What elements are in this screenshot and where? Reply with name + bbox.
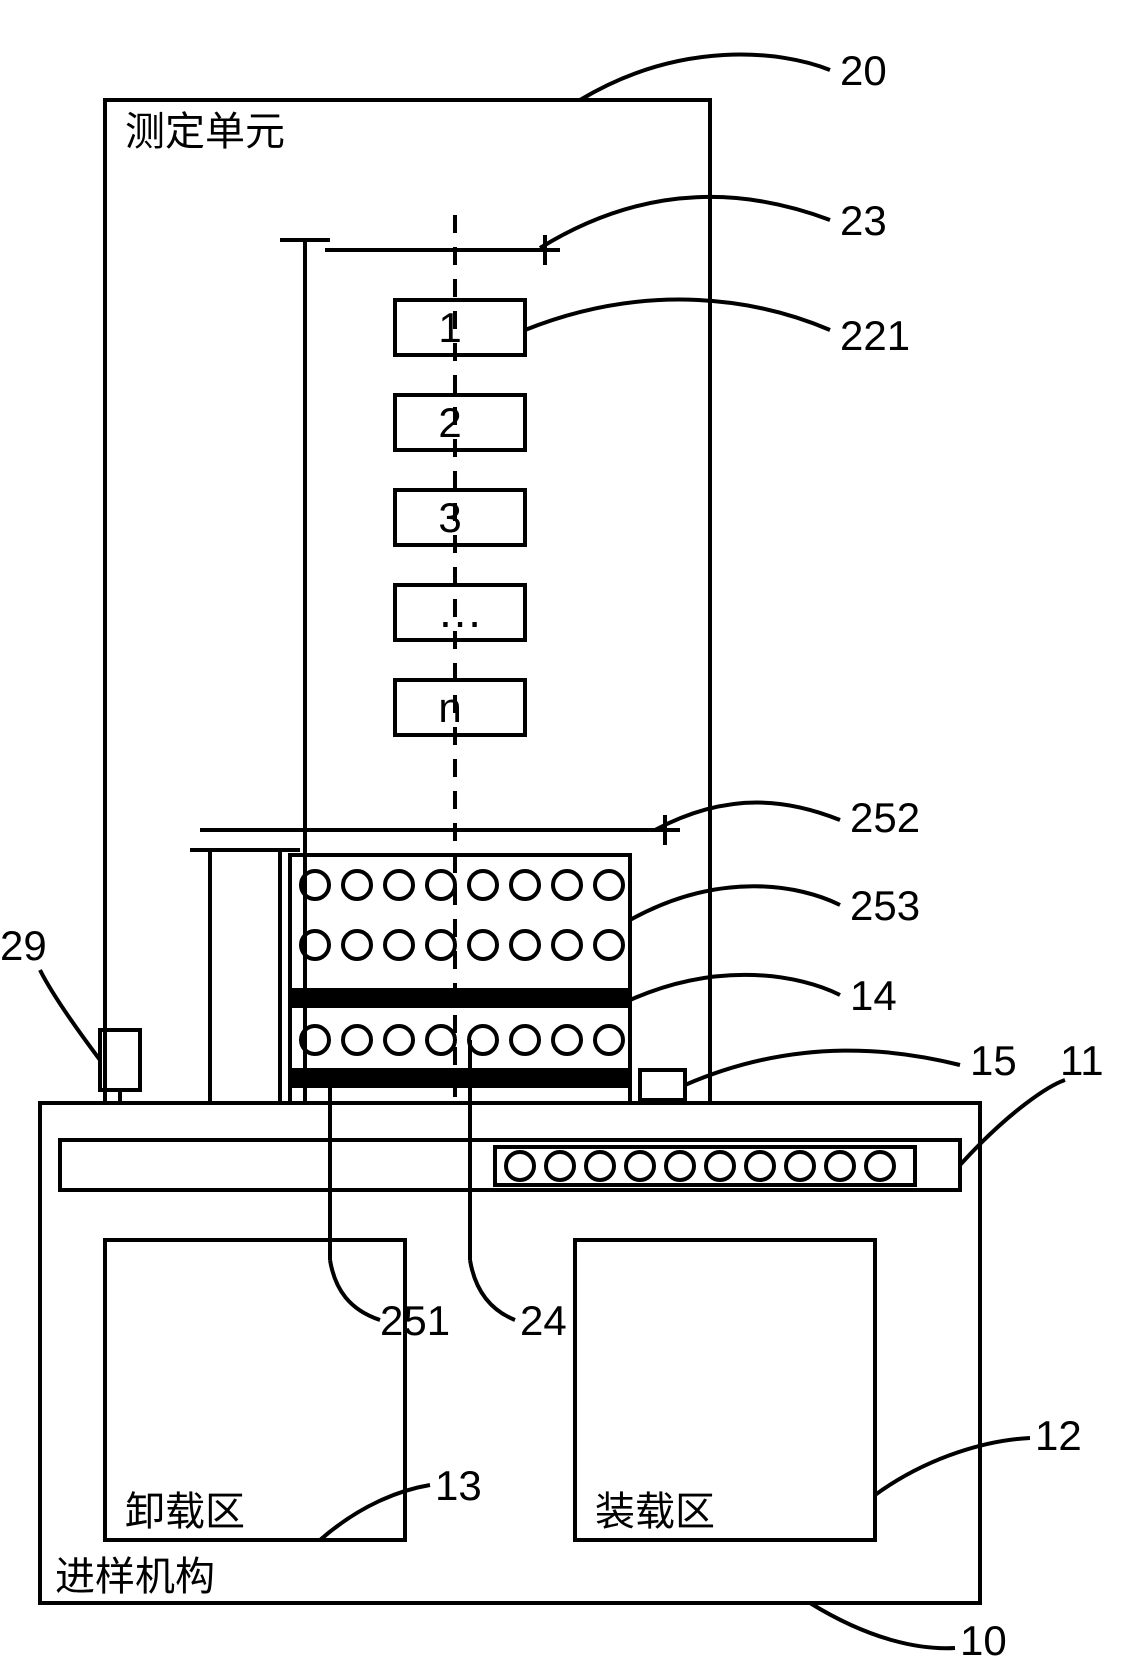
label-unloading: 卸载区 (125, 1489, 245, 1534)
rack-black-1 (290, 990, 630, 1006)
callout-20: 20 (840, 47, 887, 94)
leader-251-curve (330, 1260, 380, 1320)
rack-row-2 (301, 931, 623, 959)
leader-252 (655, 803, 840, 831)
diagram-svg: 测定单元 卸载区 装载区 进样机构 1 2 3 … n 20 23 221 25… (0, 0, 1125, 1661)
station-n-text: n (438, 684, 461, 731)
rack-row-1 (301, 871, 623, 899)
rack-black-2 (290, 1070, 630, 1086)
leader-20 (580, 55, 830, 100)
station-1-text: 1 (438, 304, 461, 351)
station-dots-text: … (437, 585, 483, 637)
leader-29 (40, 970, 100, 1060)
callout-221: 221 (840, 312, 910, 359)
callout-10: 10 (960, 1617, 1007, 1661)
callout-23: 23 (840, 197, 887, 244)
leader-15 (685, 1051, 960, 1085)
leader-12 (875, 1438, 1030, 1495)
leader-14 (630, 975, 840, 1000)
callout-15: 15 (970, 1037, 1017, 1084)
callout-29: 29 (0, 922, 47, 969)
callout-13: 13 (435, 1462, 482, 1509)
callout-11: 11 (1060, 1037, 1104, 1084)
callout-14: 14 (850, 972, 897, 1019)
tubes-row (506, 1152, 894, 1180)
callout-12: 12 (1035, 1412, 1082, 1459)
rack-row-3 (301, 1026, 623, 1054)
station-2-text: 2 (438, 399, 461, 446)
callout-252: 252 (850, 794, 920, 841)
callout-251: 251 (380, 1297, 450, 1344)
leader-23 (540, 197, 830, 248)
leader-11 (960, 1080, 1065, 1165)
label-sample-mechanism: 进样机构 (55, 1554, 215, 1599)
callout-24: 24 (520, 1297, 567, 1344)
leader-10 (810, 1603, 955, 1648)
leader-13 (320, 1485, 430, 1540)
leader-221 (525, 300, 830, 330)
leader-253 (630, 886, 840, 920)
leader-24-curve (470, 1260, 515, 1320)
label-loading: 装载区 (595, 1489, 715, 1534)
small-sq-15 (640, 1070, 685, 1100)
diagram-canvas: 测定单元 卸载区 装载区 进样机构 1 2 3 … n 20 23 221 25… (0, 0, 1125, 1661)
station-3-text: 3 (438, 494, 461, 541)
label-measurement-unit: 测定单元 (125, 109, 285, 154)
callout-253: 253 (850, 882, 920, 929)
